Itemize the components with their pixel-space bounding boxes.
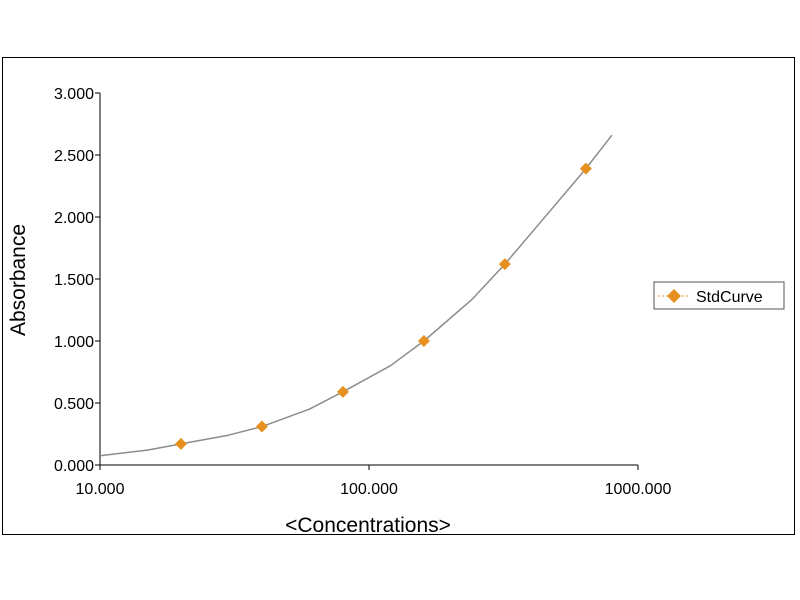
y-tick-label: 1.500 [54, 272, 94, 289]
x-tick-label: 100.000 [340, 481, 398, 498]
x-axis-title: <Concentrations> [285, 514, 451, 537]
legend-label-stdcurve: StdCurve [696, 289, 763, 306]
data-point-diamond [255, 420, 268, 433]
legend-marker-diamond [667, 289, 681, 303]
y-ticks: 0.000 0.500 1.000 1.500 2.000 2.500 3.000 [54, 86, 100, 475]
x-tick-label: 1000.000 [605, 481, 672, 498]
y-tick-label: 0.500 [54, 396, 94, 413]
y-tick-label: 2.500 [54, 148, 94, 165]
y-tick-label: 2.000 [54, 210, 94, 227]
y-axis-title: Absorbance [7, 224, 30, 336]
y-tick-label: 0.000 [54, 458, 94, 475]
data-point-diamond [336, 385, 349, 398]
fit-curve-line [99, 134, 613, 457]
y-tick-label: 1.000 [54, 334, 94, 351]
legend: StdCurve [653, 281, 785, 310]
data-point-diamond [174, 437, 187, 450]
axes [99, 93, 638, 466]
fit-curve-layer [99, 134, 613, 457]
x-tick-label: 10.000 [76, 481, 125, 498]
data-point-diamond [579, 162, 592, 175]
data-point-diamond [417, 335, 430, 347]
data-point-diamond [498, 258, 511, 271]
y-tick-label: 3.000 [54, 86, 94, 103]
data-points-layer [174, 162, 592, 450]
x-ticks: 10.000 100.000 1000.000 [76, 465, 672, 498]
